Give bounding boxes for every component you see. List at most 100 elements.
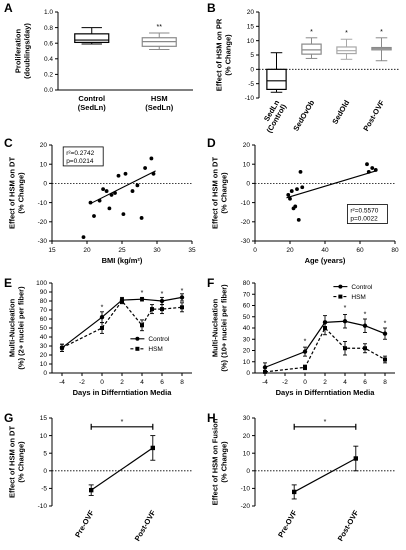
fit-line [286, 170, 376, 199]
x-axis [52, 372, 192, 376]
significance-marker: * [181, 288, 184, 295]
significance-marker: * [121, 419, 124, 426]
y-tick-label: 0 [43, 181, 47, 188]
legend-marker [338, 294, 343, 299]
data-point [293, 204, 298, 209]
x-axis [51, 240, 193, 244]
y-tick-label: 0 [43, 370, 47, 377]
y-axis-label: (% Change) [220, 172, 229, 214]
y-tick-label: 15 [40, 415, 48, 422]
y-axis-label: (%) (10+ nuclei per fiber) [220, 284, 229, 372]
legend-marker [338, 284, 343, 289]
y-tick-label: 20 [243, 433, 251, 440]
data-point [262, 365, 268, 370]
y-tick-label: 40 [243, 325, 251, 332]
legend-entry: HSM [333, 294, 366, 301]
data-point [120, 299, 124, 303]
category-label: SedOld [330, 98, 351, 126]
y-axis-label: Effect of HSM on DT [211, 157, 220, 229]
data-point [383, 357, 387, 362]
y-tick-label: -20 [241, 219, 251, 226]
data-point [89, 487, 94, 493]
data-point [135, 183, 140, 188]
y-tick-label: 0.0 [44, 87, 53, 94]
y-tick-label: 10 [40, 433, 48, 440]
x-tick-label: 20 [286, 247, 294, 254]
y-tick-label: 20 [40, 142, 48, 149]
y-tick-label: 30 [243, 415, 251, 422]
y-tick-label: -10 [245, 95, 255, 102]
panel-letter: G [4, 411, 13, 425]
chart-g: G -10 -5 0 5 10 15 Effect of HSM on DT (% Change… [4, 411, 192, 543]
y-tick-label: 60 [40, 316, 48, 323]
series-hsm [60, 297, 184, 352]
category-label: Pre-OVF [73, 508, 96, 539]
data-point [286, 193, 291, 197]
chart-e: E0102030405060708090100Multi-Nucleation(… [4, 276, 192, 397]
y-axis [49, 282, 53, 374]
y-axis [49, 144, 53, 242]
y-axis-label: (%) (2+ nuclei per fiber) [17, 286, 26, 370]
y-axis-label: (% Change) [17, 172, 26, 214]
panel-d: D -30 -20 -10 0 10 20 Effect of HSM on DT (% Cha… [203, 135, 406, 275]
data-point [143, 166, 148, 170]
y-tick-label: -10 [241, 200, 251, 207]
y-tick-label: 0 [43, 468, 47, 475]
data-point [300, 185, 305, 190]
significance-marker: * [304, 339, 307, 346]
y-tick-label: 10 [243, 359, 251, 366]
data-point [303, 365, 307, 370]
legend-label: Control [351, 284, 373, 291]
series-line [264, 326, 386, 373]
data-point [99, 315, 105, 320]
fit-line [90, 170, 156, 205]
significance-marker: * [345, 30, 348, 37]
y-axis-label: Effect of HSM on Fusion [211, 418, 220, 505]
y-tick-label: 10 [40, 361, 48, 368]
box-3 [371, 37, 392, 62]
panel-e: E 0 10 20 30 40 50 60 70 80 90 100 Multi-Nucleation(… [0, 275, 200, 410]
pre-post-line [293, 457, 357, 493]
significance-marker: * [101, 304, 104, 311]
category-label: SedLn(Control) [258, 98, 289, 134]
y-axis-label: Proliferation [14, 29, 23, 74]
x-tick-label: 20 [83, 247, 91, 254]
y-tick-label: 10 [243, 161, 251, 168]
p-value-text: p=0.0214 [66, 158, 94, 165]
x-axis [255, 372, 395, 376]
y-tick-label: 0.2 [44, 72, 53, 79]
x-tick-label: 4 [343, 379, 347, 386]
chart-b: B -10 -5 0 5 10 15 20 Effect of HSM on PR (% Chan… [207, 1, 399, 134]
y-tick-label: -10 [38, 503, 48, 510]
y-tick-label: 0 [250, 67, 254, 74]
x-tick-label: -2 [79, 379, 85, 386]
data-point [159, 298, 165, 304]
y-tick-label: -20 [38, 219, 48, 226]
x-tick-label: 15 [48, 247, 56, 254]
x-tick-label: 2 [323, 379, 327, 386]
data-point [123, 171, 128, 176]
y-tick-label: 50 [243, 314, 251, 321]
box-body [74, 33, 110, 44]
x-tick-label: 35 [188, 247, 196, 254]
p-value-text: p=0.0022 [350, 216, 378, 223]
panel-c: C -30 -20 -10 0 10 20 Effect of HSM on DT (% Cha… [0, 135, 200, 275]
y-tick-label: -30 [38, 238, 48, 245]
data-point [323, 326, 327, 330]
y-tick-label: 100 [36, 280, 47, 287]
x-axis-label: Days in Differntiation Media [73, 388, 173, 397]
y-tick-label: 50 [40, 325, 48, 332]
y-tick-label: 10 [243, 450, 251, 457]
x-tick-label: 6 [160, 379, 164, 386]
y-axis-label: Multi-Nucleation [8, 298, 17, 357]
y-axis [252, 144, 256, 242]
box-1 [141, 32, 177, 50]
significance-marker: * [364, 312, 367, 319]
y-tick-label: 0.4 [44, 56, 53, 63]
box-0 [266, 52, 287, 93]
y-tick-label: -5 [248, 81, 254, 88]
significance-marker: * [380, 29, 383, 36]
